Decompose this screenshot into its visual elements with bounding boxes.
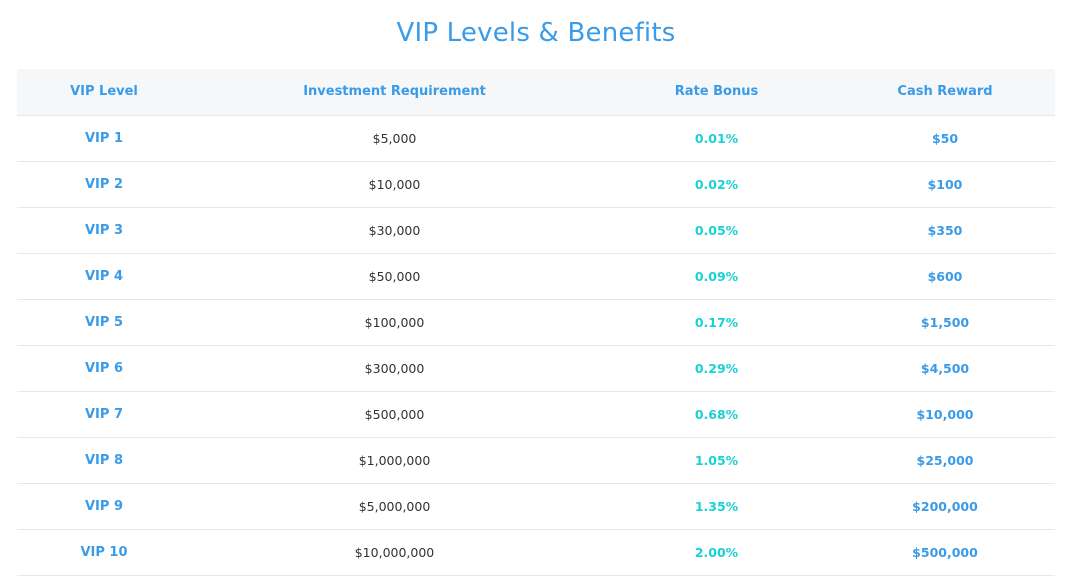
rate-bonus-cell: 0.09% bbox=[598, 253, 835, 300]
investment-cell: $500,000 bbox=[191, 391, 598, 438]
table-row: VIP 9 $5,000,000 1.35% $200,000 bbox=[17, 483, 1055, 530]
table-row: VIP 7 $500,000 0.68% $10,000 bbox=[17, 391, 1055, 438]
rate-bonus-cell: 1.35% bbox=[598, 483, 835, 530]
header-rate-bonus: Rate Bonus bbox=[598, 69, 835, 116]
vip-level-cell: VIP 6 bbox=[17, 345, 191, 392]
rate-bonus-cell: 0.17% bbox=[598, 299, 835, 346]
vip-level-cell: VIP 3 bbox=[17, 207, 191, 254]
table-row: VIP 8 $1,000,000 1.05% $25,000 bbox=[17, 437, 1055, 484]
table-row: VIP 3 $30,000 0.05% $350 bbox=[17, 207, 1055, 254]
investment-cell: $5,000,000 bbox=[191, 483, 598, 530]
cash-reward-cell: $1,500 bbox=[835, 299, 1055, 346]
investment-cell: $300,000 bbox=[191, 345, 598, 392]
vip-level-cell: VIP 2 bbox=[17, 161, 191, 208]
rate-bonus-cell: 0.02% bbox=[598, 161, 835, 208]
cash-reward-cell: $200,000 bbox=[835, 483, 1055, 530]
rate-bonus-cell: 2.00% bbox=[598, 529, 835, 576]
cash-reward-cell: $50 bbox=[835, 115, 1055, 162]
vip-level-cell: VIP 4 bbox=[17, 253, 191, 300]
rate-bonus-cell: 0.29% bbox=[598, 345, 835, 392]
vip-level-cell: VIP 9 bbox=[17, 483, 191, 530]
table-row: VIP 2 $10,000 0.02% $100 bbox=[17, 161, 1055, 208]
cash-reward-cell: $350 bbox=[835, 207, 1055, 254]
rate-bonus-cell: 1.05% bbox=[598, 437, 835, 484]
investment-cell: $30,000 bbox=[191, 207, 598, 254]
vip-level-cell: VIP 8 bbox=[17, 437, 191, 484]
table-row: VIP 1 $5,000 0.01% $50 bbox=[17, 115, 1055, 162]
investment-cell: $10,000,000 bbox=[191, 529, 598, 576]
rate-bonus-cell: 0.05% bbox=[598, 207, 835, 254]
table-body: VIP 1 $5,000 0.01% $50 VIP 2 $10,000 0.0… bbox=[17, 115, 1055, 576]
header-vip-level: VIP Level bbox=[17, 69, 191, 116]
cash-reward-cell: $100 bbox=[835, 161, 1055, 208]
rate-bonus-cell: 0.68% bbox=[598, 391, 835, 438]
rate-bonus-cell: 0.01% bbox=[598, 115, 835, 162]
header-investment-requirement: Investment Requirement bbox=[191, 69, 598, 116]
investment-cell: $5,000 bbox=[191, 115, 598, 162]
table-row: VIP 4 $50,000 0.09% $600 bbox=[17, 253, 1055, 300]
table-row: VIP 6 $300,000 0.29% $4,500 bbox=[17, 345, 1055, 392]
vip-level-cell: VIP 1 bbox=[17, 115, 191, 162]
investment-cell: $1,000,000 bbox=[191, 437, 598, 484]
table-header: VIP Level Investment Requirement Rate Bo… bbox=[17, 69, 1055, 116]
vip-level-cell: VIP 7 bbox=[17, 391, 191, 438]
page-title: VIP Levels & Benefits bbox=[396, 18, 676, 48]
table-header-row: VIP Level Investment Requirement Rate Bo… bbox=[17, 69, 1055, 116]
table-row: VIP 10 $10,000,000 2.00% $500,000 bbox=[17, 529, 1055, 576]
cash-reward-cell: $600 bbox=[835, 253, 1055, 300]
investment-cell: $10,000 bbox=[191, 161, 598, 208]
header-cash-reward: Cash Reward bbox=[835, 69, 1055, 116]
table-row: VIP 5 $100,000 0.17% $1,500 bbox=[17, 299, 1055, 346]
vip-level-cell: VIP 5 bbox=[17, 299, 191, 346]
investment-cell: $50,000 bbox=[191, 253, 598, 300]
cash-reward-cell: $25,000 bbox=[835, 437, 1055, 484]
vip-levels-table: VIP Level Investment Requirement Rate Bo… bbox=[17, 69, 1055, 576]
cash-reward-cell: $500,000 bbox=[835, 529, 1055, 576]
vip-level-cell: VIP 10 bbox=[17, 529, 191, 576]
cash-reward-cell: $4,500 bbox=[835, 345, 1055, 392]
investment-cell: $100,000 bbox=[191, 299, 598, 346]
cash-reward-cell: $10,000 bbox=[835, 391, 1055, 438]
